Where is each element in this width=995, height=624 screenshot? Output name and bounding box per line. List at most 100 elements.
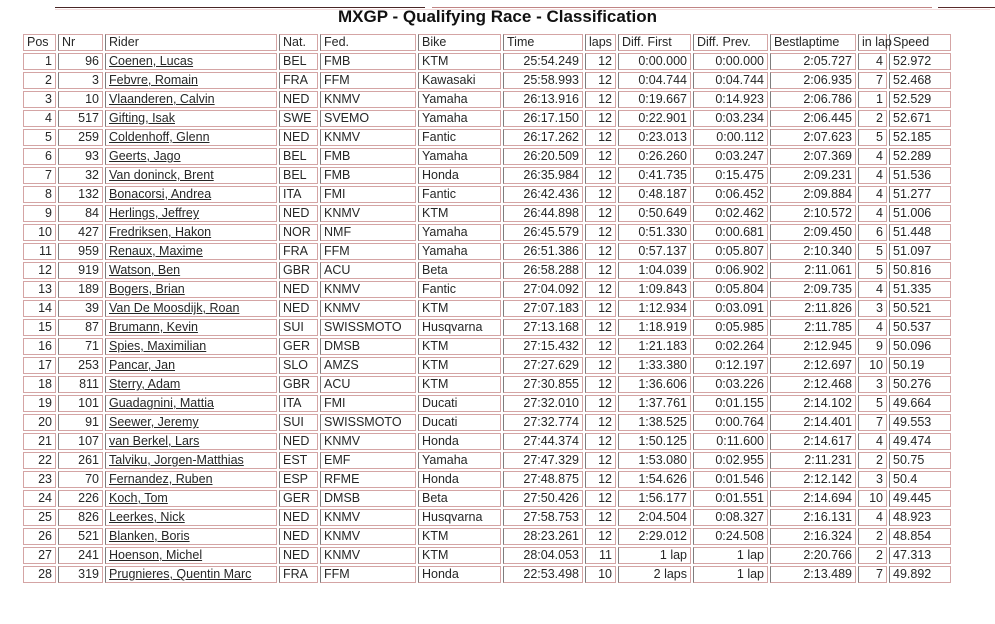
rider-link[interactable]: van Berkel, Lars [109, 434, 200, 448]
rider-link[interactable]: Watson, Ben [109, 263, 181, 277]
rider-link[interactable]: Vlaanderen, Calvin [109, 92, 215, 106]
rider-link[interactable]: Brumann, Kevin [109, 320, 198, 334]
table-row: 9 84 Herlings, Jeffrey NED KNMV KTM 26:44.898 1… [23, 205, 951, 222]
cell-rider: Prugnieres, Quentin Marc [105, 566, 277, 583]
rider-link[interactable]: Seewer, Jeremy [109, 415, 199, 429]
cell-fed: KNMV [320, 205, 416, 222]
cell-bestlaptime: 2:09.450 [770, 224, 856, 241]
rider-link[interactable]: Blanken, Boris [109, 529, 190, 543]
rider-link[interactable]: Spies, Maximilian [109, 339, 207, 353]
cell-nat: NED [279, 205, 318, 222]
cell-fed: FMI [320, 395, 416, 412]
table-row: 25 826 Leerkes, Nick NED KNMV Husqvarna 27:58.… [23, 509, 951, 526]
cell-in_lap: 7 [858, 72, 887, 89]
cell-laps: 12 [585, 357, 616, 374]
cell-diff_prev: 0:24.508 [693, 528, 768, 545]
rider-link[interactable]: Gifting, Isak [109, 111, 175, 125]
rider-link[interactable]: Guadagnini, Mattia [109, 396, 214, 410]
cell-laps: 12 [585, 452, 616, 469]
rider-link[interactable]: Bogers, Brian [109, 282, 185, 296]
cell-bestlaptime: 2:09.231 [770, 167, 856, 184]
cell-nat: NED [279, 281, 318, 298]
cell-time: 27:48.875 [503, 471, 583, 488]
cell-time: 27:32.774 [503, 414, 583, 431]
cell-bestlaptime: 2:06.445 [770, 110, 856, 127]
rider-link[interactable]: Febvre, Romain [109, 73, 198, 87]
table-row: 27 241 Hoenson, Michel NED KNMV KTM 28:04.053 1… [23, 547, 951, 564]
table-row: 8 132 Bonacorsi, Andrea ITA FMI Fantic 26:42.4… [23, 186, 951, 203]
rider-link[interactable]: Herlings, Jeffrey [109, 206, 200, 220]
cell-bike: KTM [418, 53, 501, 70]
cell-diff_first: 1:04.039 [618, 262, 691, 279]
cell-bike: Beta [418, 490, 501, 507]
cell-pos: 19 [23, 395, 56, 412]
cell-diff_first: 2 laps [618, 566, 691, 583]
cell-nr: 84 [58, 205, 103, 222]
cell-nat: NOR [279, 224, 318, 241]
cell-laps: 10 [585, 566, 616, 583]
cell-in_lap: 4 [858, 186, 887, 203]
cell-bestlaptime: 2:16.131 [770, 509, 856, 526]
rider-link[interactable]: Bonacorsi, Andrea [109, 187, 212, 201]
rider-link[interactable]: Hoenson, Michel [109, 548, 203, 562]
cell-pos: 22 [23, 452, 56, 469]
rider-link[interactable]: Coenen, Lucas [109, 54, 194, 68]
table-row: 4 517 Gifting, Isak SWE SVEMO Yamaha 26:17.150… [23, 110, 951, 127]
table-row: 28 319 Prugnieres, Quentin Marc FRA FFM Honda… [23, 566, 951, 583]
cell-diff_prev: 0:02.955 [693, 452, 768, 469]
cell-in_lap: 7 [858, 566, 887, 583]
cell-rider: Geerts, Jago [105, 148, 277, 165]
cell-fed: KNMV [320, 528, 416, 545]
rider-link[interactable]: Prugnieres, Quentin Marc [109, 567, 252, 581]
cell-time: 26:42.436 [503, 186, 583, 203]
rider-link[interactable]: Van De Moosdijk, Roan [109, 301, 240, 315]
cell-fed: FMB [320, 167, 416, 184]
cell-diff_first: 1:18.919 [618, 319, 691, 336]
rider-link[interactable]: Fredriksen, Hakon [109, 225, 212, 239]
cell-bike: KTM [418, 528, 501, 545]
cell-speed: 51.448 [889, 224, 951, 241]
cell-speed: 50.816 [889, 262, 951, 279]
cell-bike: Husqvarna [418, 319, 501, 336]
page-title: MXGP - Qualifying Race - Classification [338, 7, 657, 26]
cell-nat: SLO [279, 357, 318, 374]
rider-link[interactable]: Renaux, Maxime [109, 244, 203, 258]
rider-link[interactable]: Sterry, Adam [109, 377, 181, 391]
cell-nr: 521 [58, 528, 103, 545]
cell-laps: 12 [585, 281, 616, 298]
cell-rider: Hoenson, Michel [105, 547, 277, 564]
cell-bestlaptime: 2:14.401 [770, 414, 856, 431]
cell-fed: RFME [320, 471, 416, 488]
cell-rider: Vlaanderen, Calvin [105, 91, 277, 108]
cell-time: 28:04.053 [503, 547, 583, 564]
cell-bestlaptime: 2:09.884 [770, 186, 856, 203]
cell-nat: FRA [279, 566, 318, 583]
rider-link[interactable]: Geerts, Jago [109, 149, 181, 163]
cell-nat: FRA [279, 243, 318, 260]
rider-link[interactable]: Talviku, Jorgen-Matthias [109, 453, 244, 467]
cell-pos: 10 [23, 224, 56, 241]
cell-pos: 7 [23, 167, 56, 184]
rider-link[interactable]: Pancar, Jan [109, 358, 176, 372]
cell-laps: 12 [585, 224, 616, 241]
top-edge-line-faint [55, 9, 990, 10]
cell-in_lap: 2 [858, 528, 887, 545]
cell-in_lap: 6 [858, 224, 887, 241]
cell-bike: Honda [418, 433, 501, 450]
cell-bike: Beta [418, 262, 501, 279]
cell-diff_prev: 0:01.551 [693, 490, 768, 507]
rider-link[interactable]: Fernandez, Ruben [109, 472, 213, 486]
cell-speed: 48.923 [889, 509, 951, 526]
cell-rider: Coenen, Lucas [105, 53, 277, 70]
cell-time: 27:04.092 [503, 281, 583, 298]
rider-link[interactable]: Coldenhoff, Glenn [109, 130, 210, 144]
rider-link[interactable]: Leerkes, Nick [109, 510, 185, 524]
rider-link[interactable]: Koch, Tom [109, 491, 168, 505]
rider-link[interactable]: Van doninck, Brent [109, 168, 214, 182]
cell-time: 27:58.753 [503, 509, 583, 526]
cell-fed: KNMV [320, 129, 416, 146]
cell-laps: 12 [585, 338, 616, 355]
cell-in_lap: 10 [858, 357, 887, 374]
col-header-nr: Nr [58, 34, 103, 51]
cell-diff_first: 1:54.626 [618, 471, 691, 488]
